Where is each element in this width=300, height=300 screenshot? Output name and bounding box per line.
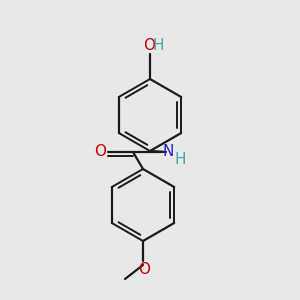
Text: H: H bbox=[174, 152, 186, 166]
Text: N: N bbox=[162, 143, 174, 158]
Text: O: O bbox=[138, 262, 150, 277]
Text: O: O bbox=[94, 143, 106, 158]
Text: H: H bbox=[152, 38, 164, 52]
Text: O: O bbox=[143, 38, 155, 52]
